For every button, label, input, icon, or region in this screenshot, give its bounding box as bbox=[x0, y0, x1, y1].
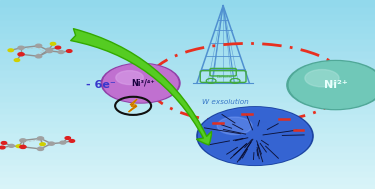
FancyArrowPatch shape bbox=[71, 29, 211, 145]
Circle shape bbox=[60, 141, 66, 144]
Circle shape bbox=[36, 44, 42, 47]
Bar bbox=[0, 32, 375, 38]
Circle shape bbox=[199, 108, 311, 164]
Circle shape bbox=[101, 63, 180, 103]
Bar bbox=[0, 113, 375, 120]
Circle shape bbox=[287, 60, 375, 110]
Bar bbox=[0, 19, 375, 25]
Circle shape bbox=[9, 144, 14, 147]
Bar bbox=[0, 101, 375, 107]
Bar bbox=[0, 132, 375, 139]
Circle shape bbox=[50, 43, 56, 45]
Bar bbox=[0, 151, 375, 157]
Text: Ni³/⁴⁺: Ni³/⁴⁺ bbox=[132, 79, 156, 88]
Bar bbox=[0, 170, 375, 176]
Bar bbox=[0, 107, 375, 113]
Text: - 6e⁻: - 6e⁻ bbox=[86, 80, 116, 90]
Bar bbox=[0, 164, 375, 170]
Circle shape bbox=[18, 53, 24, 56]
Bar bbox=[0, 157, 375, 164]
Circle shape bbox=[48, 142, 54, 145]
Bar bbox=[0, 44, 375, 50]
Bar bbox=[0, 6, 375, 13]
Circle shape bbox=[65, 137, 70, 139]
Bar bbox=[0, 88, 375, 94]
Bar bbox=[0, 38, 375, 44]
Circle shape bbox=[55, 46, 61, 49]
Bar bbox=[0, 120, 375, 126]
Circle shape bbox=[69, 140, 75, 142]
Bar bbox=[0, 82, 375, 88]
Circle shape bbox=[66, 50, 72, 52]
Circle shape bbox=[103, 64, 178, 102]
Text: W exsolution: W exsolution bbox=[202, 99, 248, 105]
Circle shape bbox=[116, 71, 143, 84]
Circle shape bbox=[305, 70, 339, 87]
Bar bbox=[0, 94, 375, 101]
Circle shape bbox=[20, 139, 26, 142]
Bar bbox=[0, 25, 375, 32]
Circle shape bbox=[46, 48, 52, 51]
Bar bbox=[0, 183, 375, 189]
Bar bbox=[0, 63, 375, 69]
Polygon shape bbox=[129, 99, 137, 112]
Circle shape bbox=[14, 59, 20, 61]
Bar bbox=[0, 145, 375, 151]
Circle shape bbox=[38, 147, 44, 150]
Bar bbox=[0, 0, 375, 6]
Circle shape bbox=[36, 55, 42, 58]
Circle shape bbox=[46, 50, 53, 53]
Bar bbox=[0, 139, 375, 145]
Bar bbox=[0, 13, 375, 19]
Bar bbox=[0, 50, 375, 57]
Circle shape bbox=[1, 142, 7, 144]
Bar bbox=[0, 176, 375, 183]
Circle shape bbox=[58, 51, 64, 53]
Text: Defects: Defects bbox=[217, 75, 232, 79]
Bar bbox=[0, 126, 375, 132]
Circle shape bbox=[18, 46, 24, 49]
Bar bbox=[0, 76, 375, 82]
Circle shape bbox=[40, 143, 45, 146]
Text: Ni²⁺: Ni²⁺ bbox=[324, 80, 348, 90]
Circle shape bbox=[38, 137, 44, 140]
Circle shape bbox=[20, 145, 26, 148]
Circle shape bbox=[8, 49, 14, 52]
Circle shape bbox=[197, 107, 313, 165]
Circle shape bbox=[16, 145, 21, 148]
Bar bbox=[0, 57, 375, 63]
Bar bbox=[0, 69, 375, 76]
Circle shape bbox=[290, 62, 375, 108]
Circle shape bbox=[0, 146, 5, 149]
Circle shape bbox=[217, 117, 252, 135]
